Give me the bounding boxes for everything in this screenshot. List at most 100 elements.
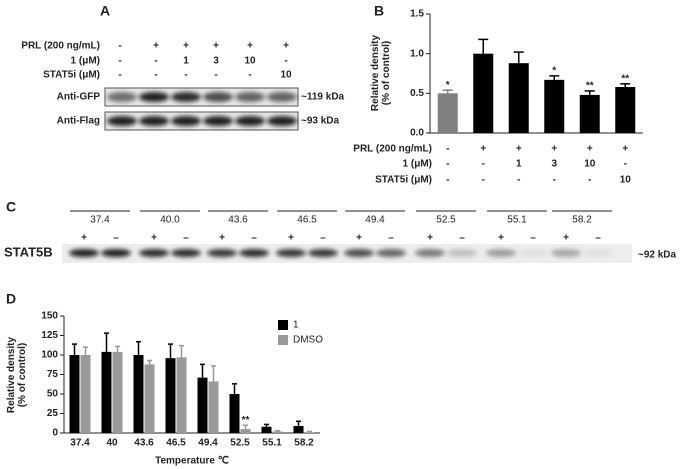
significance: ** (242, 415, 250, 426)
blot-band (171, 116, 201, 126)
condition-value: 3 (551, 159, 557, 170)
x-tick-label: 55.1 (262, 438, 282, 449)
blot-band (107, 116, 137, 126)
treatment-label: + (288, 233, 294, 244)
blot-band (203, 92, 233, 102)
blot-band (583, 249, 613, 257)
condition-value: - (154, 56, 157, 67)
temperature-label: 37.4 (90, 215, 110, 226)
y-axis-label-line: Relative density (370, 34, 381, 111)
protein-label: STAT5B (4, 244, 53, 259)
bar (579, 94, 600, 133)
condition-value: - (624, 159, 627, 170)
bar (208, 381, 219, 433)
condition-label: PRL (200 ng/mL) (353, 144, 432, 155)
bar (272, 431, 283, 433)
bar (437, 93, 458, 133)
condition-value: 10 (620, 175, 632, 186)
condition-value: 10 (584, 159, 596, 170)
condition-value: - (214, 70, 217, 81)
blot-band (239, 249, 269, 257)
significance: ** (621, 73, 629, 84)
x-tick-label: 46.5 (166, 438, 186, 449)
treatment-label: + (151, 233, 157, 244)
treatment-label: – (530, 233, 536, 244)
significance: * (552, 66, 556, 77)
condition-label: 1 (μM) (71, 56, 100, 67)
treatment-label: + (563, 233, 569, 244)
x-tick-label: 52.5 (230, 438, 250, 449)
legend-swatch (278, 335, 288, 345)
blot-label: Anti-GFP (57, 92, 101, 103)
condition-value: + (622, 144, 628, 155)
blot-size: ~92 kDa (638, 250, 677, 261)
treatment-label: + (427, 233, 433, 244)
panel-letter: C (6, 199, 16, 215)
x-tick-label: 49.4 (198, 438, 218, 449)
condition-value: + (480, 144, 486, 155)
condition-value: + (153, 41, 159, 52)
condition-value: + (247, 41, 253, 52)
y-tick-label: 0.0 (410, 128, 424, 139)
y-tick-label: 50 (47, 389, 59, 400)
condition-value: - (446, 159, 449, 170)
bar (197, 377, 208, 433)
condition-value: + (213, 41, 219, 52)
treatment-label: + (356, 233, 362, 244)
blot-band (551, 249, 581, 257)
blot-band (107, 92, 137, 102)
y-tick-label: 1.0 (410, 48, 424, 59)
temperature-label: 43.6 (228, 215, 248, 226)
blot-band (518, 249, 548, 257)
treatment-label: – (183, 233, 189, 244)
condition-value: - (118, 70, 121, 81)
y-axis-label-line: Relative density (6, 336, 17, 413)
condition-value: - (118, 56, 121, 67)
condition-value: + (183, 41, 189, 52)
blot-band (235, 92, 265, 102)
panel-letter: A (100, 3, 110, 19)
blot-band (267, 92, 297, 102)
condition-value: - (154, 70, 157, 81)
blot-band (139, 92, 169, 102)
temperature-label: 40.0 (160, 215, 180, 226)
bar (112, 351, 123, 433)
blot-size: ~119 kDa (301, 92, 345, 103)
condition-value: - (517, 175, 520, 186)
bar (261, 426, 272, 433)
treatment-label: + (81, 233, 87, 244)
temperature-label: 46.5 (297, 215, 317, 226)
treatment-label: – (388, 233, 394, 244)
bar (133, 355, 144, 433)
condition-label: PRL (200 ng/mL) (21, 41, 100, 52)
x-tick-label: 58.2 (294, 438, 314, 449)
y-tick-label: 100 (41, 350, 58, 361)
bar (293, 425, 304, 433)
legend-swatch (278, 320, 288, 330)
condition-value: - (446, 144, 449, 155)
blot-band (415, 249, 445, 257)
bar (544, 79, 565, 133)
condition-value: 1 (516, 159, 522, 170)
blot-band (139, 116, 169, 126)
y-tick-label: 150 (41, 311, 58, 322)
blot-band (376, 249, 406, 257)
condition-label: 1 (μM) (403, 159, 432, 170)
bar (615, 86, 636, 133)
temperature-label: 58.2 (572, 215, 592, 226)
condition-value: + (283, 41, 289, 52)
blot-band (235, 116, 265, 126)
y-axis-label: Relative density(% of control) (370, 34, 392, 111)
bar (508, 63, 529, 133)
bar (176, 357, 187, 433)
bar (165, 358, 176, 433)
condition-value: 3 (213, 56, 219, 67)
blot-band (69, 249, 99, 257)
condition-value: - (588, 175, 591, 186)
blot-band (203, 116, 233, 126)
blot-band (267, 116, 297, 126)
treatment-label: – (320, 233, 326, 244)
treatment-label: – (459, 233, 465, 244)
y-tick-label: 0 (52, 428, 58, 439)
y-tick-label: 0.5 (410, 88, 424, 99)
